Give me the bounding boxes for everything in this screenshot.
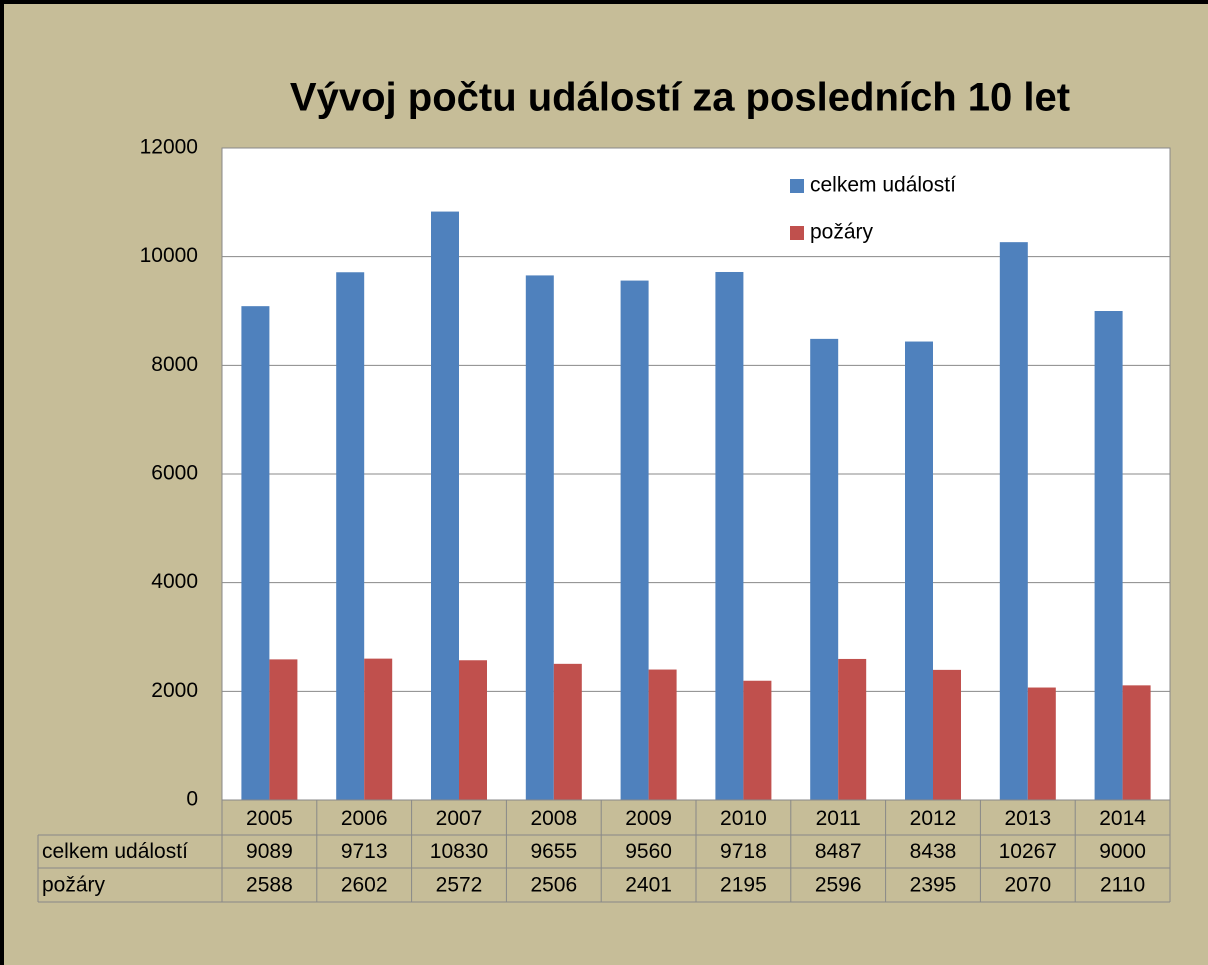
x-tick-label: 2008 [530,807,577,830]
y-tick-label: 0 [186,788,198,811]
legend-label: požáry [810,221,874,244]
x-tick-label: 2014 [1099,807,1146,830]
table-row-label: celkem událostí [42,840,188,863]
bar [620,280,649,800]
bar [933,669,961,800]
table-value: 8438 [910,840,957,863]
table-value: 2070 [1004,874,1051,897]
bar [1122,685,1151,800]
table-value: 2395 [910,874,957,897]
bar [269,659,298,800]
chart-title: Vývoj počtu událostí za posledních 10 le… [290,76,1070,120]
legend-swatch [790,226,804,240]
table-value: 9718 [720,840,767,863]
table-value: 9089 [246,840,293,863]
x-tick-label: 2007 [436,807,483,830]
bar [743,680,772,800]
table-value: 9000 [1099,840,1146,863]
table-value: 2110 [1100,874,1145,897]
x-tick-label: 2010 [720,807,767,830]
y-tick-label: 10000 [140,244,198,267]
x-tick-label: 2013 [1004,807,1051,830]
x-tick-label: 2006 [341,807,388,830]
table-value: 2572 [436,874,483,897]
table-value: 9560 [625,840,672,863]
table-value: 2401 [625,874,672,897]
bar [715,271,744,801]
bar [1094,311,1123,800]
bar [241,306,270,800]
y-tick-label: 2000 [151,679,198,702]
table-value: 2602 [341,874,388,897]
legend-label: celkem událostí [810,174,956,197]
table-value: 2596 [815,874,862,897]
bar [553,663,582,800]
table-value: 9713 [341,840,388,863]
bar [810,338,839,800]
bar [459,660,487,800]
table-value: 2195 [720,874,767,897]
table-value: 2506 [530,874,577,897]
y-tick-label: 6000 [151,462,198,485]
bar [525,275,554,801]
x-tick-label: 2009 [625,807,672,830]
table-value: 2588 [246,874,293,897]
legend-swatch [790,179,804,193]
bar [364,658,393,800]
bar [999,242,1028,800]
table-value: 8487 [815,840,862,863]
x-tick-label: 2012 [910,807,957,830]
bar [1027,687,1056,800]
bar [905,341,933,800]
table-row-label: požáry [42,874,106,897]
bar [431,211,459,800]
y-tick-label: 4000 [151,570,198,593]
x-tick-label: 2005 [246,807,293,830]
bar [648,669,677,800]
table-value: 10267 [999,840,1057,863]
bar [336,272,365,800]
table-value: 10830 [430,840,488,863]
x-tick-label: 2011 [816,807,861,830]
bar [838,658,867,800]
table-value: 9655 [530,840,577,863]
y-tick-label: 8000 [151,353,198,376]
y-tick-label: 12000 [140,136,198,159]
